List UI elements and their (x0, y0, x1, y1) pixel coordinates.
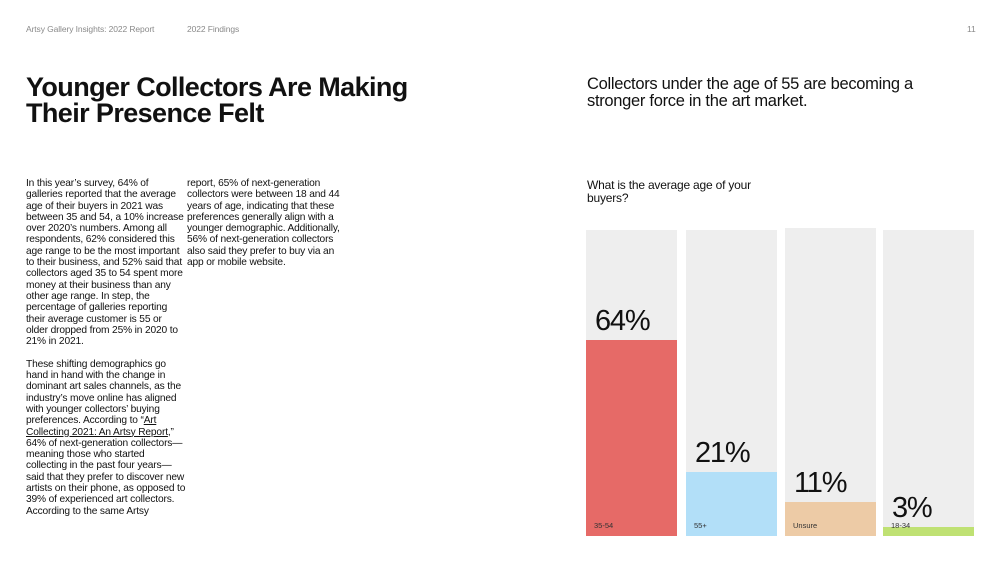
bar-fill (785, 502, 876, 536)
text: ,” 64% of next-generation collectors—mea… (26, 426, 186, 517)
bar-55-plus: 21% 55+ (686, 230, 777, 536)
chart-subhead: Collectors under the age of 55 are becom… (587, 75, 913, 110)
bar-category: 55+ (694, 521, 707, 530)
bar-category: 18-34 (891, 521, 911, 530)
bar-value: 11% (794, 467, 848, 499)
bar-fill (686, 472, 777, 536)
body-column-1: In this year’s survey, 64% of galleries … (26, 178, 186, 528)
paragraph: report, 65% of next-generation collector… (187, 178, 340, 269)
bar-unsure: 11% Unsure (785, 228, 876, 536)
paragraph: In this year’s survey, 64% of galleries … (26, 178, 184, 348)
report-title: Artsy Gallery Insights: 2022 Report (26, 24, 155, 34)
paragraph: These shifting demographics go hand in h… (26, 359, 186, 517)
bar-value: 21% (695, 437, 751, 469)
bar-35-54: 64% 35-54 (586, 230, 677, 536)
page-number: 11 (967, 24, 976, 34)
bar-value: 64% (595, 305, 651, 337)
bar-category: Unsure (793, 521, 818, 530)
body-column-2: report, 65% of next-generation collector… (187, 178, 347, 280)
text: These shifting demographics go hand in h… (26, 358, 182, 427)
section-label: 2022 Findings (187, 24, 240, 34)
page-title: Younger Collectors Are Making Their Pres… (26, 72, 408, 128)
bar-category: 35-54 (594, 521, 614, 530)
bar-fill (883, 527, 974, 536)
bar-fill (586, 340, 677, 536)
report-link[interactable]: Art Collecting 2021: An Artsy Report (26, 415, 168, 438)
bar-18-34: 3% 18-34 (883, 230, 974, 536)
bar-value: 3% (892, 492, 933, 524)
chart-question: What is the average age of your buyers? (587, 178, 751, 205)
